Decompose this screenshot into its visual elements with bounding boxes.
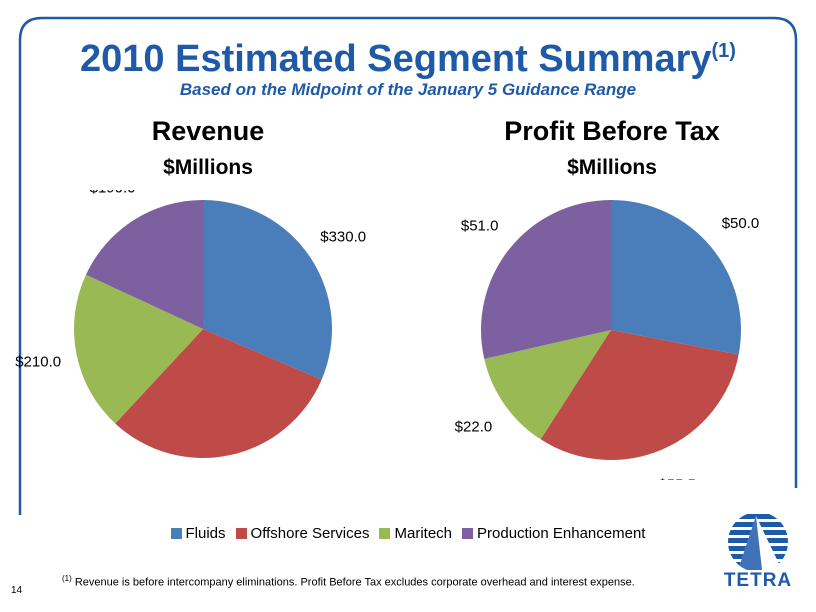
profit-slice-production-enhancement (481, 200, 611, 359)
title-superscript: (1) (711, 40, 736, 62)
legend-item-fluids: Fluids (170, 525, 226, 542)
legend-swatch-offshore-services (235, 528, 247, 539)
revenue-pie-chart: $330.0$320.0$210.0$190.0 (15, 190, 366, 458)
page-number: 14 (11, 585, 23, 596)
legend-swatch-production-enhancement (462, 528, 474, 539)
profit-slice-maritech (484, 330, 611, 440)
legend-swatch-maritech (379, 528, 391, 539)
revenue-label-production-enhancement: $190.0 (90, 190, 136, 196)
revenue-label-fluids: $330.0 (320, 228, 366, 245)
logo-text: TETRA (723, 570, 793, 591)
legend-label-fluids: Fluids (185, 525, 226, 542)
revenue-slice-production-enhancement (85, 200, 203, 329)
legend-swatch-fluids (170, 528, 182, 539)
profit-label-maritech: $22.0 (455, 418, 493, 435)
profit-slice-offshore-services (540, 330, 739, 460)
profit-chart-title: Profit Before Tax (504, 116, 720, 146)
tetra-logo (728, 512, 788, 572)
revenue-label-maritech: $210.0 (15, 353, 61, 370)
profit-label-production-enhancement: $51.0 (461, 217, 499, 234)
revenue-slice-maritech (73, 274, 203, 424)
legend-label-maritech: Maritech (394, 525, 453, 542)
chart-legend: Fluids Offshore Services Maritech Produc… (0, 525, 816, 542)
profit-label-fluids: $50.0 (722, 215, 760, 232)
legend-item-offshore-services: Offshore Services (235, 525, 370, 542)
profit-chart-subtitle: $Millions (567, 156, 657, 179)
revenue-chart-title: Revenue (151, 116, 265, 146)
legend-item-production-enhancement: Production Enhancement (462, 525, 645, 542)
footnote-marker: (1) (62, 574, 72, 583)
revenue-chart-subtitle: $Millions (163, 156, 253, 179)
revenue-slice-fluids (203, 200, 332, 380)
profit-slice-fluids (611, 200, 741, 355)
page-title: 2010 Estimated Segment Summary(1) (80, 38, 736, 80)
profit-pie-chart: $50.0 $55.5 $22.0 $51.0 (455, 200, 760, 480)
legend-label-offshore-services: Offshore Services (250, 525, 370, 542)
profit-label-offshore-services: $55.5 (658, 476, 696, 480)
page-subtitle: Based on the Midpoint of the January 5 G… (179, 80, 637, 99)
revenue-slice-offshore-services (115, 329, 322, 458)
footnote: (1) Revenue is before intercompany elimi… (62, 574, 635, 589)
legend-label-production-enhancement: Production Enhancement (477, 525, 646, 542)
legend-item-maritech: Maritech (379, 525, 452, 542)
